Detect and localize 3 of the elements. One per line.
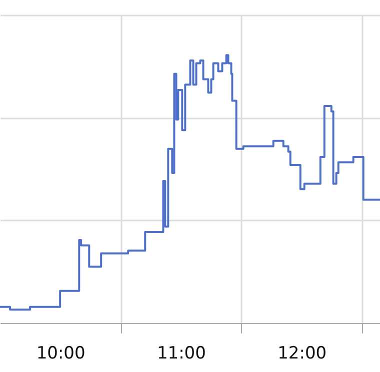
x-tick-label: 10:00	[36, 344, 86, 364]
x-tick-label: 12:00	[278, 344, 327, 364]
x-tick-label: 11:00	[156, 344, 206, 364]
